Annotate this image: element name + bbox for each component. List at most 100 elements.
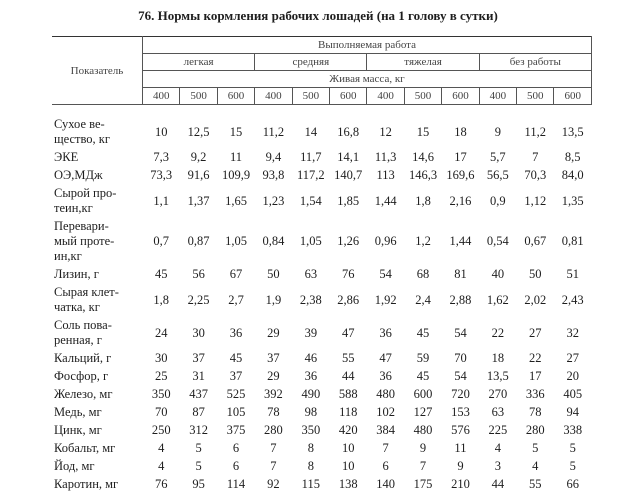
value-cell: 45: [217, 351, 254, 369]
value-cell: 1,62: [479, 285, 516, 318]
weight-header: 400: [255, 88, 292, 105]
value-cell: 37: [255, 351, 292, 369]
value-cell: 4: [479, 441, 516, 459]
label-line: Перевари-: [54, 219, 109, 233]
value-cell: 350: [143, 387, 180, 405]
value-cell: 24: [143, 318, 180, 351]
value-cell: 22: [479, 318, 516, 351]
value-cell: 117,2: [292, 168, 329, 186]
value-cell: 8: [292, 441, 329, 459]
label-line: Лизин, г: [54, 267, 99, 281]
value-cell: 20: [554, 369, 592, 387]
row-label: Перевари-мый проте-ин,кг: [52, 219, 143, 267]
value-cell: 9,2: [180, 150, 217, 168]
label-line: ЭКЕ: [54, 150, 78, 164]
mass-header: Живая масса, кг: [143, 71, 592, 88]
value-cell: 2,4: [404, 285, 441, 318]
label-line: Сухое ве-: [54, 117, 105, 131]
value-cell: 93,8: [255, 168, 292, 186]
value-cell: 36: [367, 318, 404, 351]
value-cell: 109,9: [217, 168, 254, 186]
row-label: ОЭ,МДж: [52, 168, 143, 186]
weight-header: 500: [180, 88, 217, 105]
value-cell: 27: [554, 351, 592, 369]
header-row: Показатель Выполняемая работа: [52, 37, 592, 54]
value-cell: 2,43: [554, 285, 592, 318]
value-cell: 16,8: [330, 105, 367, 151]
value-cell: 1,44: [367, 186, 404, 219]
row-label: Фосфор, г: [52, 369, 143, 387]
value-cell: 98: [292, 405, 329, 423]
value-cell: 14,1: [330, 150, 367, 168]
label-line: ренная, г: [54, 333, 102, 347]
value-cell: 9: [442, 459, 479, 477]
value-cell: 2,7: [217, 285, 254, 318]
row-label: Лизин, г: [52, 267, 143, 285]
value-cell: 1,26: [330, 219, 367, 267]
value-cell: 78: [517, 405, 554, 423]
value-cell: 63: [479, 405, 516, 423]
value-cell: 70: [442, 351, 479, 369]
value-cell: 0,67: [517, 219, 554, 267]
value-cell: 44: [479, 477, 516, 495]
value-cell: 280: [255, 423, 292, 441]
label-line: ОЭ,МДж: [54, 168, 103, 182]
row-label: Железо, мг: [52, 387, 143, 405]
weight-header: 400: [367, 88, 404, 105]
value-cell: 480: [367, 387, 404, 405]
value-cell: 17: [442, 150, 479, 168]
value-cell: 36: [367, 369, 404, 387]
value-cell: 40: [479, 267, 516, 285]
value-cell: 2,25: [180, 285, 217, 318]
label-line: мый проте-: [54, 234, 114, 248]
label-line: Кобальт, мг: [54, 441, 115, 455]
value-cell: 0,96: [367, 219, 404, 267]
table-title: 76. Нормы кормления рабочих лошадей (на …: [0, 8, 636, 24]
value-cell: 14: [292, 105, 329, 151]
value-cell: 1,85: [330, 186, 367, 219]
value-cell: 9: [479, 105, 516, 151]
value-cell: 67: [217, 267, 254, 285]
value-cell: 169,6: [442, 168, 479, 186]
work-header: Выполняемая работа: [143, 37, 592, 54]
value-cell: 44: [330, 369, 367, 387]
value-cell: 350: [292, 423, 329, 441]
value-cell: 437: [180, 387, 217, 405]
label-line: чатка, кг: [54, 300, 100, 314]
value-cell: 11: [217, 150, 254, 168]
weight-header: 600: [554, 88, 592, 105]
value-cell: 78: [255, 405, 292, 423]
label-line: Йод, мг: [54, 459, 95, 473]
value-cell: 10: [143, 105, 180, 151]
value-cell: 2,16: [442, 186, 479, 219]
value-cell: 59: [404, 351, 441, 369]
value-cell: 12,5: [180, 105, 217, 151]
value-cell: 37: [180, 351, 217, 369]
label-line: Соль пова-: [54, 318, 112, 332]
value-cell: 50: [255, 267, 292, 285]
value-cell: 94: [554, 405, 592, 423]
value-cell: 105: [217, 405, 254, 423]
value-cell: 0,81: [554, 219, 592, 267]
value-cell: 76: [330, 267, 367, 285]
value-cell: 8: [292, 459, 329, 477]
value-cell: 91,6: [180, 168, 217, 186]
label-line: Железо, мг: [54, 387, 112, 401]
value-cell: 0,7: [143, 219, 180, 267]
value-cell: 36: [217, 318, 254, 351]
value-cell: 127: [404, 405, 441, 423]
value-cell: 7: [367, 441, 404, 459]
row-label: Йод, мг: [52, 459, 143, 477]
value-cell: 9: [404, 441, 441, 459]
value-cell: 17: [517, 369, 554, 387]
value-cell: 7: [255, 459, 292, 477]
value-cell: 30: [180, 318, 217, 351]
value-cell: 1,65: [217, 186, 254, 219]
label-line: ин,кг: [54, 249, 82, 263]
